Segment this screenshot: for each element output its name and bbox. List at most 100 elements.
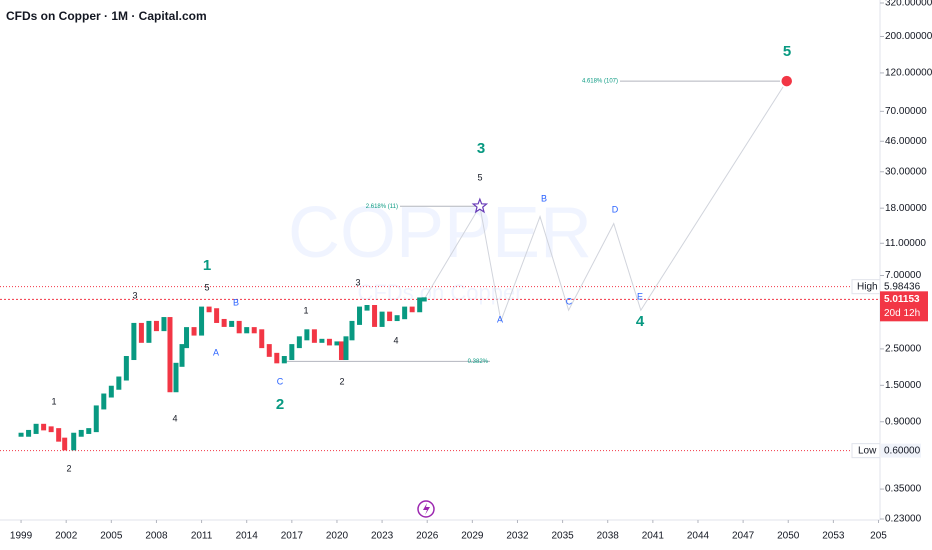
candle: [417, 297, 423, 313]
candle: [251, 327, 257, 334]
x-tick-label: 2017: [281, 531, 304, 542]
projection-line: [423, 80, 788, 323]
candle: [101, 393, 107, 410]
wave-label: B: [233, 297, 239, 307]
y-tick-label: 30.00000: [885, 166, 927, 177]
candle: [229, 320, 235, 327]
x-tick-label: 2047: [732, 531, 755, 542]
candle: [179, 344, 185, 367]
x-tick-label: 2026: [416, 531, 439, 542]
wave-label: E: [637, 291, 643, 301]
candle: [161, 317, 167, 332]
y-tick-label: 0.23000: [885, 514, 922, 525]
star-marker: [471, 197, 489, 214]
x-tick-label: 2029: [461, 531, 484, 542]
candle: [372, 304, 378, 327]
candle: [48, 426, 54, 433]
candle: [364, 304, 370, 311]
candle: [184, 327, 190, 349]
candle: [41, 423, 47, 431]
x-tick-label: 2002: [55, 531, 78, 542]
watermark: COPPER: [288, 193, 592, 273]
wave-label: 5: [204, 282, 209, 292]
candle: [167, 317, 173, 393]
wave-label: 3: [355, 277, 360, 287]
candle: [214, 308, 220, 323]
y-tick-label: 1.50000: [885, 380, 922, 391]
last-value: 5.01153: [884, 294, 920, 305]
candle: [274, 352, 280, 364]
x-tick-label: 2014: [236, 531, 259, 542]
candle: [326, 338, 332, 346]
candle: [146, 320, 152, 343]
wave-label: 1: [203, 257, 211, 274]
last-tag: [880, 291, 928, 322]
y-tick-label: 200.00000: [885, 31, 932, 42]
candle: [387, 311, 393, 322]
candle: [26, 429, 32, 437]
target-marker: [779, 74, 794, 88]
wave-label: 5: [477, 172, 482, 182]
fib-label: 0.382%: [468, 359, 489, 365]
watermark-sub: CFDs on Copper: [357, 280, 522, 305]
wave-label: 5: [783, 43, 791, 60]
candle: [116, 376, 122, 390]
x-tick-label: 2020: [326, 531, 349, 542]
wave-label: 2: [66, 463, 71, 473]
candle: [221, 318, 227, 327]
candle: [421, 297, 427, 302]
y-tick-label: 46.00000: [885, 136, 927, 147]
wave-label: A: [213, 347, 219, 357]
wave-label: 2: [339, 376, 344, 386]
candle: [357, 306, 363, 325]
candle: [86, 428, 92, 434]
x-tick-label: 2041: [642, 531, 665, 542]
y-tick-label: 7.00000: [885, 270, 922, 281]
countdown: 20d 12h: [884, 308, 920, 319]
candle: [334, 341, 340, 346]
wave-label: 4: [393, 335, 398, 345]
event-bolt: [423, 503, 430, 515]
x-tick-label: 2011: [191, 531, 213, 542]
candle: [402, 306, 408, 320]
candle: [62, 437, 68, 451]
x-tick-label: 2035: [551, 531, 574, 542]
candle: [78, 429, 84, 437]
low-value: 0.60000: [884, 445, 921, 456]
y-tick-label: 2.50000: [885, 344, 922, 355]
wave-label: 3: [132, 290, 137, 300]
x-tick-label: 2050: [777, 531, 800, 542]
candle: [289, 344, 295, 361]
x-tick-label: 2005: [100, 531, 123, 542]
candle: [343, 336, 349, 361]
high-tag-text: High: [857, 281, 878, 292]
candle: [131, 322, 137, 361]
low-tag-text: Low: [858, 445, 877, 456]
x-tick-label: 2053: [822, 531, 845, 542]
candle: [259, 329, 265, 349]
high-value: 5.98436: [884, 281, 921, 292]
candle: [409, 306, 415, 313]
low-tag: [851, 443, 881, 459]
wave-label: B: [541, 193, 547, 203]
candle: [123, 356, 129, 381]
x-tick-label: 2038: [597, 531, 620, 542]
x-tick-label: 205: [870, 531, 887, 542]
candle: [173, 362, 179, 393]
fib-label: 4.618% (107): [582, 79, 618, 85]
candle: [244, 327, 250, 334]
wave-label: 2: [276, 396, 284, 413]
low-value-bg: [881, 443, 921, 458]
x-tick-label: 2032: [506, 531, 529, 542]
candle: [349, 320, 355, 341]
x-tick-label: 2044: [687, 531, 710, 542]
x-tick-label: 1999: [10, 531, 33, 542]
candle: [296, 336, 302, 349]
y-tick-label: 0.90000: [885, 416, 922, 427]
candle: [18, 432, 24, 437]
candle: [379, 311, 385, 327]
wave-label: C: [277, 376, 284, 386]
wave-label: 4: [172, 413, 177, 423]
